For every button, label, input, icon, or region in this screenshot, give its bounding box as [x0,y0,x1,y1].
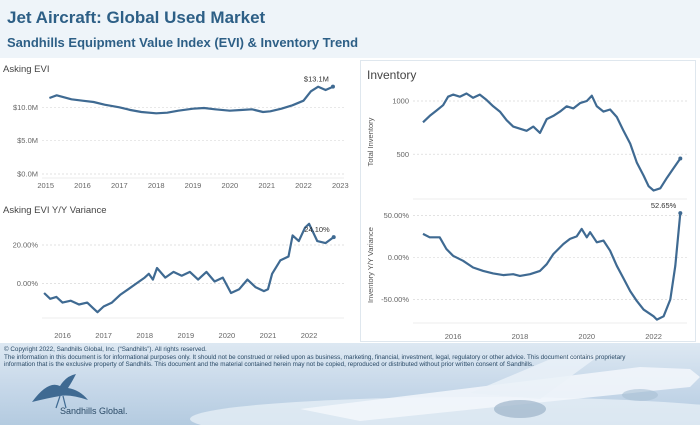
end-value-label: $13.1M [304,75,329,84]
copyright-text: © Copyright 2022, Sandhills Global, Inc.… [4,346,207,353]
x-tick-label: 2018 [148,181,165,190]
x-tick-label: 2023 [332,181,349,190]
right-panel-charts: Inventory Total Inventory 500 1000 Inventor… [366,68,687,341]
x-tick-label: 2019 [185,181,202,190]
series-line [422,213,682,321]
page-subtitle: Sandhills Equipment Value Index (EVI) & … [7,35,359,50]
x-tick-label: 2018 [136,331,153,340]
y-tick-label: 0.00% [17,279,39,288]
right-panel: Inventory Total Inventory 500 1000 Inventor… [360,60,696,342]
end-point [678,211,683,216]
y-tick-label: $10.0M [13,103,38,112]
footer-disclaimer: © Copyright 2022, Sandhills Global, Inc.… [4,346,694,369]
left-panel: Asking EVI $0.0M $5.0M $10.0M 2015 2016 2017 20… [2,60,356,342]
y-tick-label: 0.00% [388,253,410,262]
disclaimer-line-1: The information in this document is for … [4,353,626,361]
x-tick-label: 2022 [301,331,318,340]
y-tick-label: 500 [396,150,409,159]
x-tick-label: 2015 [37,181,54,190]
end-point [331,235,336,240]
disclaimer-line-2: information that is the exclusive proper… [4,361,534,369]
end-value-label: 24.10% [304,225,330,234]
y-tick-label: -50.00% [381,295,409,304]
chart-title: Inventory [367,68,416,82]
x-tick-label: 2022 [295,181,312,190]
sandhills-crane-logo [32,374,88,409]
x-tick-label: 2021 [258,181,275,190]
y-axis-title: Inventory Y/Y Variance [366,227,375,303]
x-tick-label: 2020 [578,332,595,341]
x-tick-label: 2020 [221,181,238,190]
series-line [49,85,334,115]
x-tick-label: 2016 [74,181,91,190]
series-line [43,222,335,314]
y-tick-label: $0.0M [17,170,38,179]
chart-title: Asking EVI Y/Y Variance [3,205,107,216]
footer-aircraft-image [190,355,700,425]
logo-text: Sandhills Global. [60,406,128,416]
footer: © Copyright 2022, Sandhills Global, Inc.… [0,343,700,425]
page-title: Jet Aircraft: Global Used Market [7,8,266,27]
chart-asking-evi: Asking EVI $0.0M $5.0M $10.0M 2015 2016 2017 20… [3,64,349,190]
chart-title: Asking EVI [3,64,49,75]
left-panel-charts: Asking EVI $0.0M $5.0M $10.0M 2015 2016 2017 20… [3,64,349,340]
x-tick-label: 2017 [95,331,112,340]
x-tick-label: 2016 [54,331,71,340]
chart-inventory-yoy: Inventory Y/Y Variance -50.00% 0.00% 50.00%… [366,201,687,341]
x-tick-label: 2017 [111,181,128,190]
series-line [422,92,682,192]
end-point [678,156,683,161]
y-tick-label: $5.0M [17,136,38,145]
x-tick-label: 2019 [177,331,194,340]
end-value-label: 52.65% [651,201,677,210]
header: Jet Aircraft: Global Used Market Sandhil… [0,0,700,58]
y-axis-title: Total Inventory [366,117,375,166]
end-point [330,84,335,89]
x-tick-label: 2016 [445,332,462,341]
chart-asking-evi-yoy: Asking EVI Y/Y Variance 0.00% 20.00% 2016 20… [3,205,344,340]
x-tick-label: 2020 [219,331,236,340]
chart-inventory: Inventory Total Inventory 500 1000 [366,68,687,200]
y-tick-label: 50.00% [384,211,410,220]
x-tick-label: 2018 [512,332,529,341]
y-tick-label: 1000 [392,96,409,105]
y-tick-label: 20.00% [13,240,39,249]
x-tick-label: 2021 [260,331,277,340]
x-tick-label: 2022 [645,332,662,341]
